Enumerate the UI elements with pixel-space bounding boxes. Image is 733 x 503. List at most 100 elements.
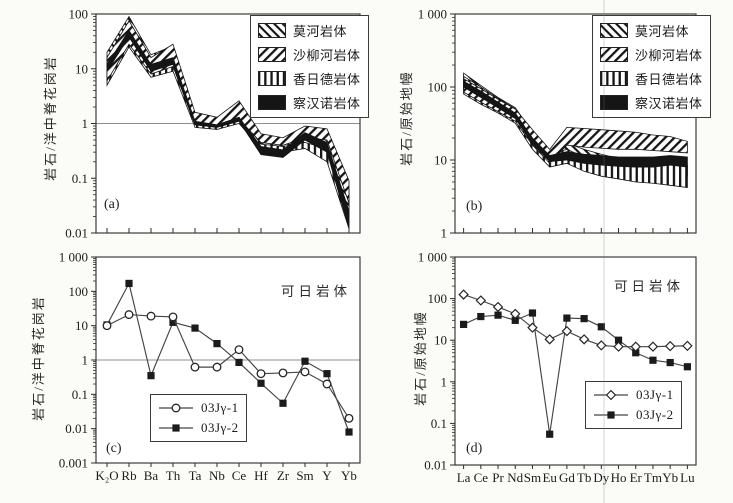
y-tick-label: 1 — [82, 116, 89, 131]
data-point-square — [301, 357, 309, 365]
data-point-diamond — [630, 341, 641, 352]
legend-label: 03Jγ-1 — [201, 400, 239, 415]
data-point-diamond — [682, 340, 693, 352]
x-tick-label: Rb — [121, 468, 136, 483]
data-point-square — [345, 428, 353, 436]
data-point-square — [235, 358, 243, 367]
y-tick-label: 100 — [428, 291, 448, 306]
y-tick-label: 100 — [428, 80, 448, 95]
panel-d-plot: 1 000 100 10 1 0.1 0.01 La Ce Pr Nd Sm Eu Gd Tb Dy Ho Er… — [418, 250, 697, 485]
legend-item: 香日德岩体 — [258, 69, 361, 88]
panel-letter-d: (d) — [466, 441, 483, 456]
data-point-diamond — [544, 334, 555, 345]
legend-item: 莫河岩体 — [600, 21, 703, 40]
data-point-square — [191, 324, 199, 332]
data-point-circle — [278, 368, 288, 378]
data-point-square — [125, 279, 133, 288]
legend-label: 03Jγ-2 — [636, 407, 674, 422]
legend-label: 03Jγ-2 — [201, 420, 239, 435]
x-tick-label: K₂O — [95, 468, 118, 483]
y-tick-label: 10 — [434, 153, 447, 168]
data-point-square — [494, 311, 502, 319]
y-axis-label-d: 岩石/原始地幔 — [413, 310, 428, 406]
data-point-square — [528, 309, 537, 317]
data-point-diamond — [647, 341, 659, 352]
panel-c-plot: 1 000 100 10 1 0.1 0.01 0.001 K₂O Rb Ba Th Ta Nb Ce Hf… — [59, 250, 361, 483]
data-point-square — [172, 424, 180, 432]
legend-panel-c: 03Jγ-1 03Jγ-2 — [150, 394, 247, 442]
legend-swatch-slash — [258, 47, 286, 62]
legend-marker-circle — [159, 403, 193, 413]
y-tick-label: 0.1 — [72, 171, 88, 186]
legend-item: 03Jγ-1 — [158, 400, 239, 416]
x-tick-label: Sm — [296, 468, 313, 483]
legend-panel-b: 莫河岩体沙柳河岩体香日德岩体察汉诺岩体 — [592, 15, 711, 118]
legend-item: 03Jγ-1 — [593, 387, 674, 403]
y-tick-label: 10 — [75, 318, 88, 333]
data-point-square — [279, 399, 287, 407]
x-tick-label: Nd — [507, 470, 523, 485]
legend-item: 察汉诺岩体 — [258, 93, 361, 112]
legend-swatch-vbars — [600, 71, 628, 86]
x-tick-label: Zr — [277, 468, 290, 483]
legend-label: 03Jγ-1 — [636, 387, 674, 402]
plot-border — [454, 256, 697, 466]
data-point-circle — [344, 413, 354, 423]
legend-item: 沙柳河岩体 — [600, 45, 703, 64]
legend-item: 03Jγ-2 — [593, 407, 674, 423]
legend-item: 香日德岩体 — [600, 69, 703, 88]
annotation-keri-pluton-c: 可日岩体 — [281, 284, 351, 299]
legend-label: 香日德岩体 — [635, 72, 703, 87]
legend-swatch-vbars — [258, 71, 286, 86]
data-point-circle — [124, 310, 134, 320]
data-point-square — [257, 379, 265, 387]
data-point-circle — [256, 369, 266, 379]
x-tick-label: Ho — [611, 470, 627, 485]
y-tick-label: 1 000 — [418, 7, 447, 22]
legend-swatch-solid — [600, 95, 628, 110]
data-point-diamond — [596, 340, 607, 351]
data-point-circle — [190, 362, 200, 372]
legend-label: 察汉诺岩体 — [635, 96, 703, 111]
x-tick-label: Yb — [341, 468, 357, 483]
x-tick-label: Ba — [144, 468, 159, 483]
y-axis-label-c: 岩石/洋中脊花岗岩 — [31, 295, 46, 421]
x-tick-label: Hf — [254, 468, 268, 483]
legend-panel-a: 莫河岩体沙柳河岩体香日德岩体察汉诺岩体 — [250, 15, 369, 118]
data-point-diamond — [578, 334, 590, 345]
panel-letter-c: (c) — [106, 441, 122, 456]
x-tick-label: Tb — [577, 470, 591, 485]
y-axis-label-a: 岩石/洋中脊花岗岩 — [43, 55, 58, 181]
legend-item: 察汉诺岩体 — [600, 93, 703, 112]
legend-item: 沙柳河岩体 — [258, 45, 361, 64]
data-point-square — [323, 370, 331, 378]
data-point-diamond — [527, 322, 538, 333]
data-point-square — [607, 411, 615, 419]
data-point-circle — [300, 367, 310, 377]
y-tick-label: 0.01 — [65, 421, 88, 436]
legend-label: 莫河岩体 — [635, 24, 690, 39]
y-axis-label-b: 岩石/原始地幔 — [399, 70, 414, 166]
y-tick-label: 100 — [69, 284, 89, 299]
data-point-diamond — [458, 289, 469, 300]
data-point-square — [580, 315, 588, 323]
legend-panel-d: 03Jγ-1 03Jγ-2 — [585, 381, 682, 429]
data-point-circle — [146, 311, 156, 321]
data-point-diamond — [664, 340, 676, 352]
y-tick-label: 10 — [434, 333, 447, 348]
data-point-square — [477, 312, 485, 321]
legend-item: 莫河岩体 — [258, 21, 361, 40]
panel-letter-b: (b) — [466, 199, 483, 214]
x-tick-label: Ce — [232, 468, 247, 483]
band-solid — [463, 80, 688, 168]
data-point-circle — [171, 403, 181, 413]
x-tick-label: Yb — [662, 470, 678, 485]
x-tick-label: Lu — [680, 470, 695, 485]
data-point-square — [169, 318, 177, 326]
data-point-square — [632, 349, 640, 357]
x-tick-label: Nb — [209, 468, 225, 483]
x-tick-label: Th — [166, 468, 181, 483]
annotation-keri-pluton-d: 可日岩体 — [614, 279, 684, 294]
legend-swatch-solid — [258, 95, 286, 110]
